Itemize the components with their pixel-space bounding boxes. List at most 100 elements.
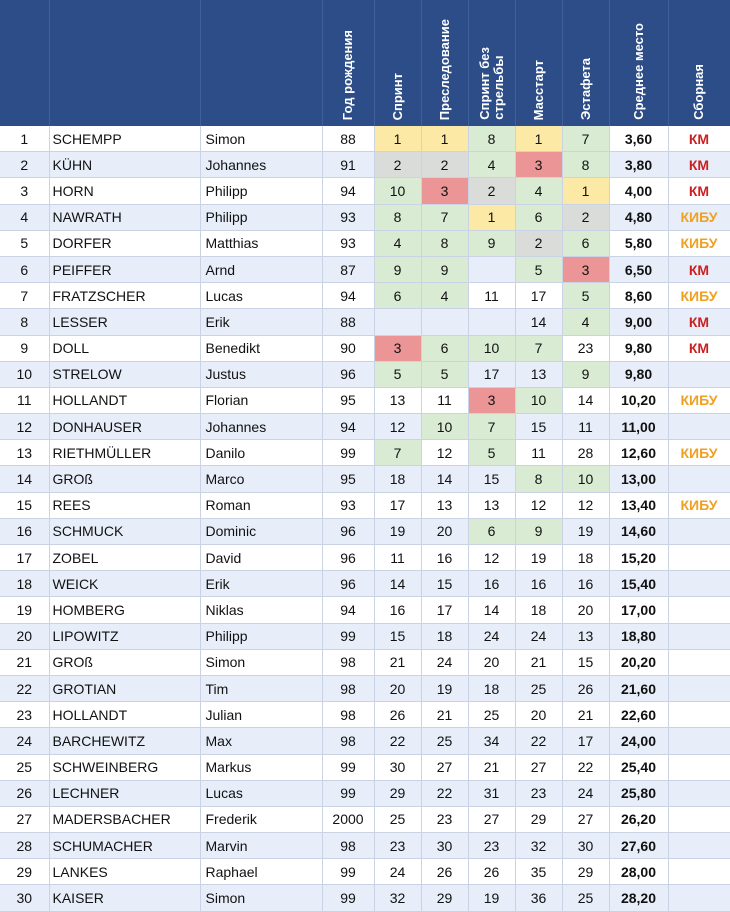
table-row: 29 LANKES Raphael 99 24 26 26 35 29 28,00 — [0, 858, 730, 886]
sprint-no-shooting-place-cell: 3 — [468, 387, 516, 415]
birth-year-cell: 2000 — [322, 806, 375, 834]
surname-cell: LESSER — [49, 308, 201, 336]
header-surname — [49, 0, 201, 126]
table-row: 22 GROTIAN Tim 98 20 19 18 25 26 21,60 — [0, 675, 730, 703]
pursuit-place-cell: 26 — [421, 858, 469, 886]
pursuit-place-cell: 16 — [421, 544, 469, 572]
surname-cell: ZOBEL — [49, 544, 201, 572]
relay-place-cell: 25 — [562, 884, 610, 912]
rank-cell: 5 — [0, 230, 50, 257]
sprint-no-shooting-place-cell: 7 — [468, 413, 516, 441]
team-badge: КИБУ — [668, 230, 730, 257]
header-pursuit: Преследование — [421, 0, 469, 126]
relay-place-cell: 9 — [562, 361, 610, 388]
pursuit-place-cell: 21 — [421, 701, 469, 729]
rank-cell: 30 — [0, 884, 50, 912]
rank-cell: 10 — [0, 361, 50, 388]
pursuit-place-cell: 24 — [421, 649, 469, 676]
sprint-no-shooting-place-cell: 34 — [468, 727, 516, 755]
rank-cell: 28 — [0, 832, 50, 860]
rank-cell: 24 — [0, 727, 50, 755]
average-place-cell: 3,60 — [609, 126, 669, 153]
relay-place-cell: 28 — [562, 439, 610, 467]
first-name-cell: Marco — [200, 465, 323, 493]
rank-cell: 7 — [0, 282, 50, 310]
header-sprint-no-shooting: Спринт без стрельбы — [468, 0, 516, 126]
mass-start-place-cell: 12 — [515, 492, 563, 519]
sprint-place-cell: 16 — [374, 596, 422, 624]
birth-year-cell: 93 — [322, 230, 375, 257]
birth-year-cell: 91 — [322, 151, 375, 179]
sprint-place-cell: 7 — [374, 439, 422, 467]
mass-start-place-cell: 9 — [515, 518, 563, 546]
pursuit-place-cell: 23 — [421, 806, 469, 834]
pursuit-place-cell: 2 — [421, 151, 469, 179]
sprint-no-shooting-place-cell: 21 — [468, 754, 516, 781]
rank-cell: 20 — [0, 623, 50, 650]
relay-place-cell: 30 — [562, 832, 610, 860]
pursuit-place-cell: 1 — [421, 126, 469, 153]
mass-start-place-cell: 23 — [515, 780, 563, 807]
average-place-cell: 24,00 — [609, 727, 669, 755]
birth-year-cell: 96 — [322, 570, 375, 598]
first-name-cell: Lucas — [200, 780, 323, 807]
mass-start-place-cell: 4 — [515, 177, 563, 205]
first-name-cell: Erik — [200, 570, 323, 598]
rank-cell: 22 — [0, 675, 50, 703]
mass-start-place-cell: 5 — [515, 256, 563, 284]
relay-place-cell: 16 — [562, 570, 610, 598]
surname-cell: SCHMUCK — [49, 518, 201, 546]
rank-cell: 19 — [0, 596, 50, 624]
sprint-place-cell: 4 — [374, 230, 422, 257]
relay-place-cell: 29 — [562, 858, 610, 886]
table-body: 1 SCHEMPP Simon 88 1 1 8 1 7 3,60 КМ 2 KÜHN Johannes 9… — [0, 126, 730, 912]
sprint-place-cell: 6 — [374, 282, 422, 310]
team-badge: КИБУ — [668, 204, 730, 231]
relay-place-cell: 26 — [562, 675, 610, 703]
sprint-no-shooting-place-cell: 26 — [468, 858, 516, 886]
rank-cell: 25 — [0, 754, 50, 781]
average-place-cell: 27,60 — [609, 832, 669, 860]
pursuit-place-cell: 3 — [421, 177, 469, 205]
team-badge — [668, 649, 730, 676]
birth-year-cell: 98 — [322, 832, 375, 860]
table-row: 11 HOLLANDT Florian 95 13 11 3 10 14 10,20 КИБУ — [0, 387, 730, 415]
sprint-no-shooting-place-cell: 24 — [468, 623, 516, 650]
surname-cell: SCHWEINBERG — [49, 754, 201, 781]
average-place-cell: 20,20 — [609, 649, 669, 676]
average-place-cell: 18,80 — [609, 623, 669, 650]
sprint-place-cell — [374, 308, 422, 336]
first-name-cell: Niklas — [200, 596, 323, 624]
table-row: 20 LIPOWITZ Philipp 99 15 18 24 24 13 18,80 — [0, 623, 730, 650]
relay-place-cell: 24 — [562, 780, 610, 807]
average-place-cell: 14,60 — [609, 518, 669, 546]
rank-cell: 18 — [0, 570, 50, 598]
rank-cell: 13 — [0, 439, 50, 467]
first-name-cell: Simon — [200, 126, 323, 153]
pursuit-place-cell: 18 — [421, 623, 469, 650]
relay-place-cell: 4 — [562, 308, 610, 336]
sprint-place-cell: 1 — [374, 126, 422, 153]
first-name-cell: Dominic — [200, 518, 323, 546]
team-badge — [668, 518, 730, 546]
team-badge: КМ — [668, 151, 730, 179]
header-team: Сборная — [668, 0, 730, 126]
header-average-place: Среднее место — [609, 0, 669, 126]
surname-cell: STRELOW — [49, 361, 201, 388]
birth-year-cell: 94 — [322, 596, 375, 624]
header-sprint: Спринт — [374, 0, 422, 126]
table-row: 17 ZOBEL David 96 11 16 12 19 18 15,20 — [0, 544, 730, 572]
surname-cell: GROß — [49, 649, 201, 676]
birth-year-cell: 90 — [322, 335, 375, 362]
team-badge: КМ — [668, 308, 730, 336]
pursuit-place-cell: 5 — [421, 361, 469, 388]
rank-cell: 27 — [0, 806, 50, 834]
relay-place-cell: 8 — [562, 151, 610, 179]
surname-cell: SCHEMPP — [49, 126, 201, 153]
sprint-no-shooting-place-cell: 17 — [468, 361, 516, 388]
mass-start-place-cell: 21 — [515, 649, 563, 676]
relay-place-cell: 13 — [562, 623, 610, 650]
pursuit-place-cell: 27 — [421, 754, 469, 781]
average-place-cell: 6,50 — [609, 256, 669, 284]
